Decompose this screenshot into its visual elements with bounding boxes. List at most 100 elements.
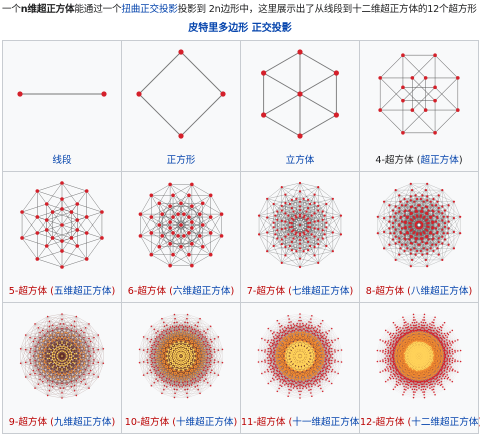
edge xyxy=(56,349,70,358)
edge xyxy=(79,334,90,347)
edge xyxy=(71,325,86,328)
vertex xyxy=(317,219,320,222)
edge xyxy=(52,372,63,384)
edge xyxy=(58,334,74,338)
edge xyxy=(76,343,90,352)
edge xyxy=(67,363,74,378)
edge xyxy=(295,215,311,228)
edge xyxy=(63,380,77,389)
vertex xyxy=(61,397,63,399)
edge xyxy=(60,349,70,361)
edge xyxy=(39,346,55,350)
edge xyxy=(83,334,99,338)
edge xyxy=(308,199,327,205)
vertices xyxy=(19,313,105,399)
cell-label-link[interactable]: 六维超正方体 xyxy=(173,286,231,297)
edge xyxy=(74,334,80,349)
vertex xyxy=(89,369,92,372)
vertex xyxy=(298,265,302,269)
cell-label-link[interactable]: 七维超正方体 xyxy=(292,286,350,297)
edge xyxy=(52,356,68,360)
vertex xyxy=(427,225,430,229)
edge xyxy=(63,365,74,378)
edge xyxy=(52,328,63,340)
vertex xyxy=(302,231,305,234)
orthographic-projection-link[interactable]: 正交投影 xyxy=(248,23,292,34)
edge xyxy=(442,231,455,244)
cell-label-link[interactable]: 八维超正方体 xyxy=(411,286,469,297)
vertex xyxy=(325,244,328,248)
edge xyxy=(54,349,64,361)
edge xyxy=(61,346,72,358)
gallery-cell-9[interactable]: 9-超方体 (九维超正方体) xyxy=(3,303,121,433)
edge xyxy=(38,358,48,370)
vertex xyxy=(39,351,41,353)
edge xyxy=(76,353,91,357)
cell-label-link[interactable]: 超正方体 xyxy=(421,155,459,166)
cell-label-link[interactable]: 正方形 xyxy=(167,155,196,166)
edge xyxy=(69,371,75,386)
vertex xyxy=(68,334,71,336)
petrie-polygon-link[interactable]: 皮特里多边形 xyxy=(188,23,248,34)
vertex xyxy=(64,378,67,381)
hypercube-8-projection xyxy=(376,182,462,268)
edge xyxy=(57,367,68,380)
vertex xyxy=(422,200,425,203)
edge xyxy=(42,344,58,348)
edge xyxy=(289,234,305,247)
edge xyxy=(83,337,94,349)
edge xyxy=(76,369,86,381)
gallery-cell-1[interactable]: 线段 xyxy=(3,41,121,171)
edge xyxy=(52,352,68,356)
vertex xyxy=(93,359,95,361)
skew-projection-link[interactable]: 扭曲正交投影 xyxy=(121,4,178,15)
vertex xyxy=(65,367,68,369)
edge xyxy=(39,374,53,382)
edge xyxy=(54,339,64,352)
edge xyxy=(299,182,315,195)
edge xyxy=(299,199,309,217)
edge xyxy=(52,358,58,373)
edge xyxy=(299,218,309,236)
cell-label-link[interactable]: 立方体 xyxy=(286,155,315,166)
edge xyxy=(50,351,61,363)
cell-label-link[interactable]: 线段 xyxy=(52,155,71,166)
gallery-cell-5[interactable]: 5-超方体 (五维超正方体) xyxy=(3,172,121,302)
vertex xyxy=(84,326,87,329)
edge xyxy=(180,213,200,226)
edge xyxy=(34,352,41,366)
vertex xyxy=(410,219,414,222)
gallery-cell-7[interactable]: 7-超方体 (七维超正方体) xyxy=(241,172,359,302)
edge xyxy=(76,352,82,367)
edge xyxy=(63,346,79,349)
vertex xyxy=(294,233,297,236)
edge xyxy=(71,374,85,382)
vertex xyxy=(276,210,279,213)
edge xyxy=(29,363,40,375)
edge xyxy=(38,355,44,370)
gallery-cell-6[interactable]: 6-超方体 (六维超正方体) xyxy=(122,172,240,302)
edge xyxy=(25,334,31,349)
gallery-cell-2[interactable]: 正方形 xyxy=(122,41,240,171)
edge xyxy=(76,367,91,371)
edge xyxy=(38,331,48,343)
gallery-cell-3[interactable]: 立方体 xyxy=(241,41,359,171)
edge xyxy=(281,222,291,240)
vertex xyxy=(83,373,85,376)
edge xyxy=(61,332,68,347)
vertex xyxy=(149,193,154,198)
gallery-cell-8[interactable]: 8-超方体 (八维超正方体) xyxy=(360,172,478,302)
vertex xyxy=(446,215,449,218)
vertex xyxy=(272,244,275,248)
edge xyxy=(395,201,408,214)
edge xyxy=(44,364,58,373)
vertex xyxy=(452,230,456,234)
edge xyxy=(49,321,63,329)
cell-label-link[interactable]: 五维超正方体 xyxy=(54,286,112,297)
edge xyxy=(83,352,90,366)
vertex xyxy=(190,226,194,230)
gallery-cell-4[interactable]: 4-超方体 (超正方体) xyxy=(360,41,478,171)
edge xyxy=(47,343,61,352)
edge xyxy=(80,356,86,371)
edge xyxy=(66,373,77,385)
